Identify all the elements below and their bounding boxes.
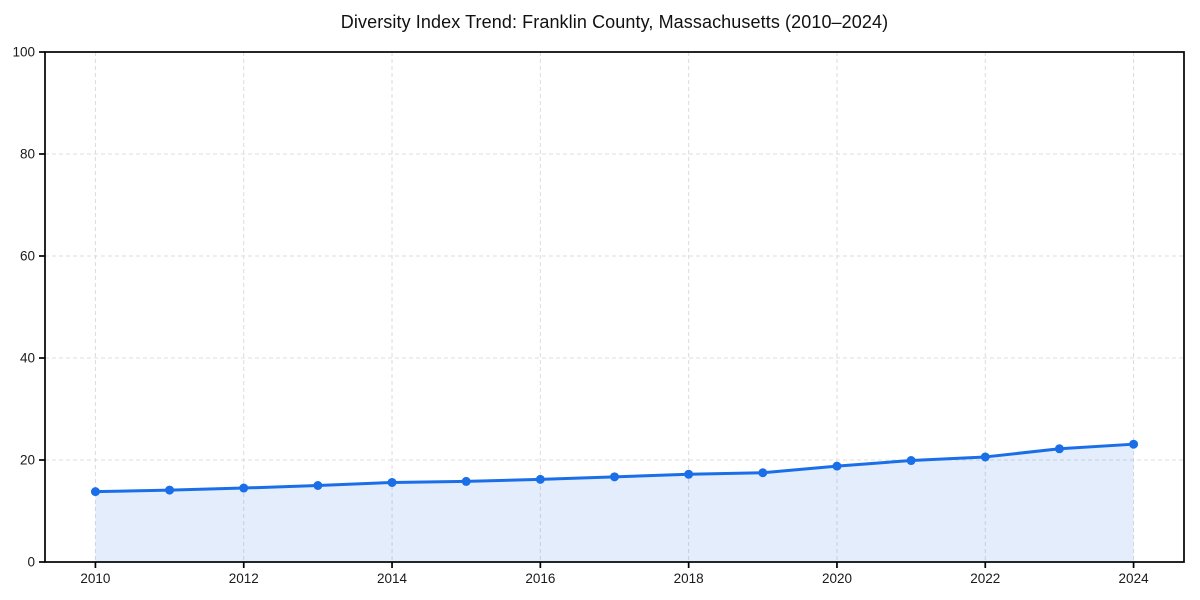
x-tick-label-2018: 2018	[674, 571, 704, 586]
data-point-2011	[165, 485, 175, 495]
data-point-2010	[90, 487, 100, 497]
data-point-2022	[980, 452, 990, 462]
data-point-2023	[1054, 444, 1064, 454]
trend-area	[95, 444, 1134, 562]
x-tick-label-2022: 2022	[970, 571, 1000, 586]
plot-frame	[44, 51, 1185, 563]
data-point-2013	[313, 481, 323, 490]
data-point-2021	[906, 456, 916, 466]
data-point-2020	[832, 461, 842, 471]
y-tick-label-0: 0	[27, 555, 35, 570]
x-tick-label-2012: 2012	[229, 571, 259, 586]
y-tick-label-40: 40	[20, 351, 35, 366]
x-tick-label-2024: 2024	[1119, 571, 1150, 586]
x-tick-label-2010: 2010	[80, 571, 110, 586]
data-point-2012	[239, 483, 249, 493]
y-tick-label-60: 60	[20, 249, 35, 264]
x-tick-label-2014: 2014	[377, 571, 408, 586]
data-point-2024	[1129, 439, 1139, 449]
data-point-2017	[610, 472, 619, 482]
y-tick-label-100: 100	[12, 45, 35, 60]
data-point-2019	[758, 468, 768, 478]
x-tick-label-2020: 2020	[822, 571, 852, 586]
data-point-2018	[684, 469, 694, 479]
y-tick-label-20: 20	[20, 453, 35, 468]
chart-title: Diversity Index Trend: Franklin County, …	[340, 12, 889, 32]
data-point-2015	[461, 476, 471, 486]
data-point-2016	[535, 474, 545, 484]
data-point-2014	[387, 477, 397, 487]
y-tick-label-80: 80	[20, 147, 35, 162]
x-tick-label-2016: 2016	[525, 571, 555, 586]
